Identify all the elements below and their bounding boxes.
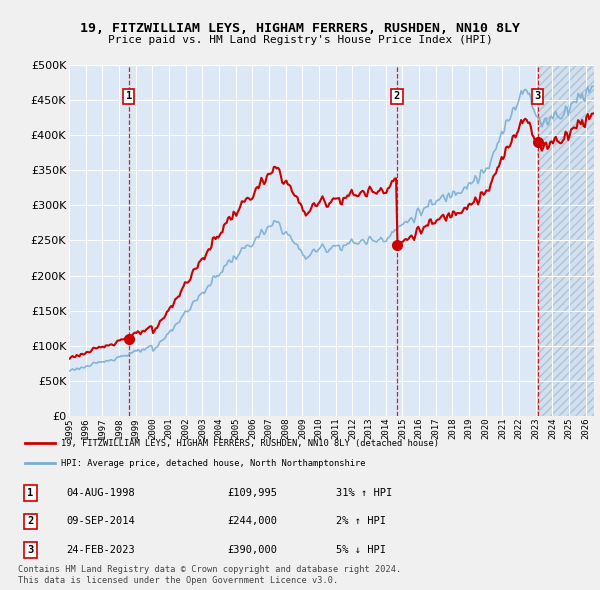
- Text: 24-FEB-2023: 24-FEB-2023: [66, 545, 135, 555]
- Text: 04-AUG-1998: 04-AUG-1998: [66, 488, 135, 498]
- Text: 1: 1: [28, 488, 34, 498]
- Text: 19, FITZWILLIAM LEYS, HIGHAM FERRERS, RUSHDEN, NN10 8LY: 19, FITZWILLIAM LEYS, HIGHAM FERRERS, RU…: [80, 22, 520, 35]
- Text: 2: 2: [394, 91, 400, 101]
- Text: Contains HM Land Registry data © Crown copyright and database right 2024.
This d: Contains HM Land Registry data © Crown c…: [18, 565, 401, 585]
- Text: 3: 3: [28, 545, 34, 555]
- Text: £109,995: £109,995: [228, 488, 278, 498]
- Text: £390,000: £390,000: [228, 545, 278, 555]
- Text: 19, FITZWILLIAM LEYS, HIGHAM FERRERS, RUSHDEN, NN10 8LY (detached house): 19, FITZWILLIAM LEYS, HIGHAM FERRERS, RU…: [61, 439, 439, 448]
- Text: 5% ↓ HPI: 5% ↓ HPI: [335, 545, 386, 555]
- Text: 2% ↑ HPI: 2% ↑ HPI: [335, 516, 386, 526]
- Text: 1: 1: [125, 91, 132, 101]
- Text: HPI: Average price, detached house, North Northamptonshire: HPI: Average price, detached house, Nort…: [61, 458, 365, 468]
- Text: 3: 3: [535, 91, 541, 101]
- Text: £244,000: £244,000: [228, 516, 278, 526]
- Text: 09-SEP-2014: 09-SEP-2014: [66, 516, 135, 526]
- Text: 31% ↑ HPI: 31% ↑ HPI: [335, 488, 392, 498]
- Text: Price paid vs. HM Land Registry's House Price Index (HPI): Price paid vs. HM Land Registry's House …: [107, 35, 493, 45]
- Bar: [536, 65, 594, 416]
- Text: 2: 2: [28, 516, 34, 526]
- Bar: [536, 65, 594, 416]
